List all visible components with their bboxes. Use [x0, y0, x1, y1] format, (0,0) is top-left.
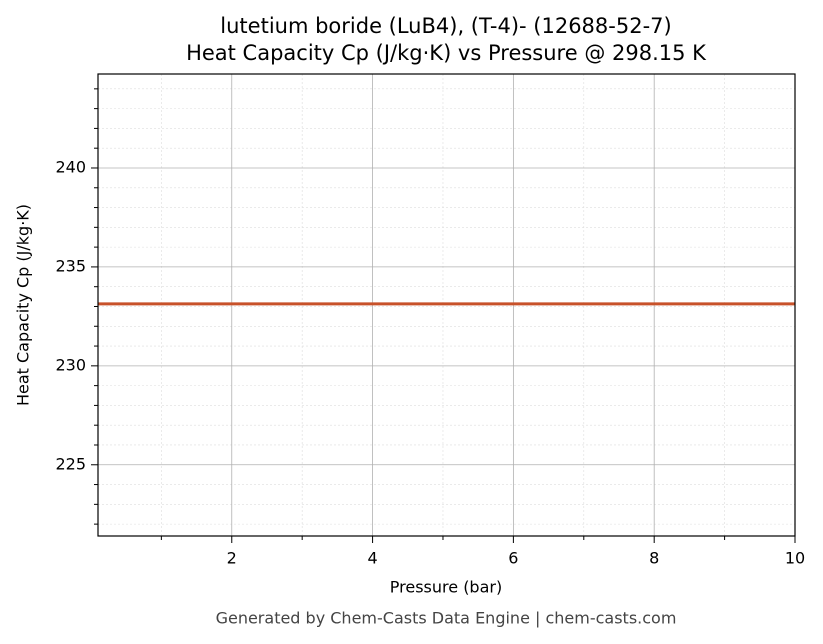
chart-subtitle: Heat Capacity Cp (J/kg·K) vs Pressure @ … [186, 41, 707, 65]
x-tick-label: 2 [227, 549, 237, 568]
y-tick-label: 240 [55, 157, 86, 176]
y-tick-label: 230 [55, 355, 86, 374]
footer: Generated by Chem-Casts Data Engine | ch… [216, 609, 677, 628]
y-tick-label: 225 [55, 454, 86, 473]
plot-frame [97, 73, 796, 537]
x-tick-label: 10 [785, 549, 805, 568]
x-tick-label: 6 [508, 549, 518, 568]
y-axis-label: Heat Capacity Cp (J/kg·K) [14, 204, 33, 406]
chart-title: lutetium boride (LuB4), (T-4)- (12688-52… [220, 14, 671, 38]
y-tick-label: 235 [55, 256, 86, 275]
x-axis-label: Pressure (bar) [390, 578, 502, 597]
x-tick-label: 4 [367, 549, 377, 568]
x-tick-label: 8 [649, 549, 659, 568]
